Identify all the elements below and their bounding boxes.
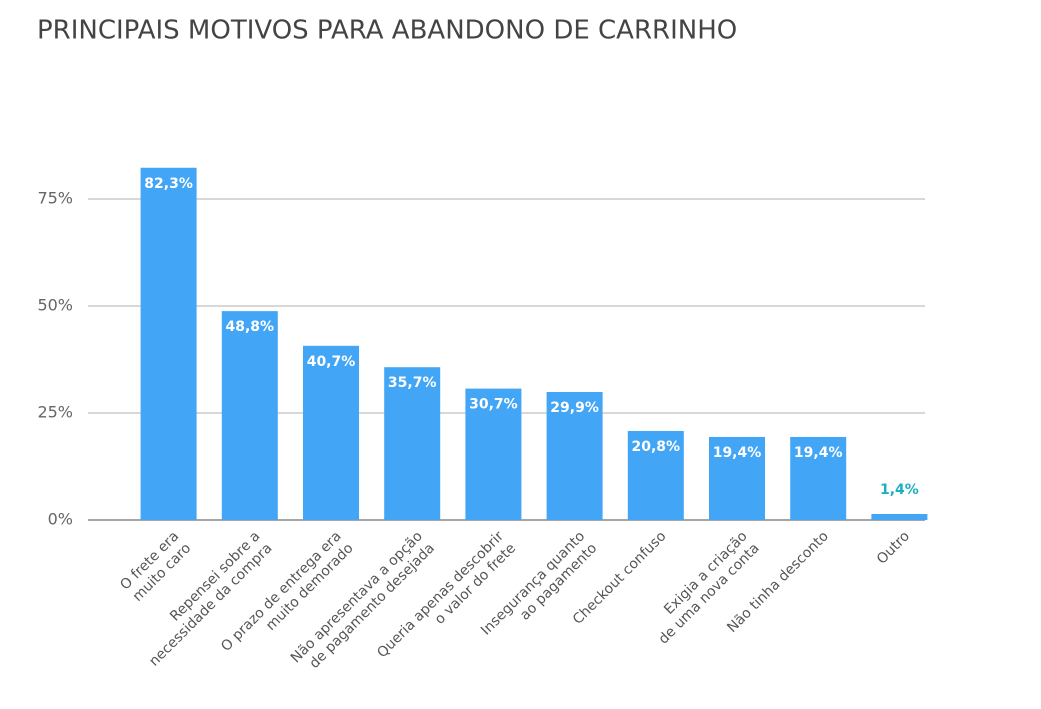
- bar: [790, 436, 847, 520]
- value-label: 29,9%: [550, 400, 599, 416]
- value-label: 82,3%: [144, 176, 193, 192]
- y-tick-label: 75%: [37, 189, 73, 208]
- y-tick-label: 0%: [48, 510, 73, 529]
- value-label: 19,4%: [794, 445, 843, 461]
- value-label: 35,7%: [388, 375, 437, 391]
- bar: [627, 430, 684, 520]
- bar: [709, 436, 765, 520]
- value-label: 40,7%: [307, 354, 356, 370]
- x-tick-label: Outro: [874, 528, 913, 567]
- y-tick-label: 25%: [37, 403, 73, 422]
- bar: [465, 388, 522, 520]
- bar: [384, 367, 441, 520]
- value-label: 48,8%: [226, 319, 275, 335]
- value-label: 20,8%: [632, 439, 681, 455]
- value-label: 19,4%: [713, 445, 762, 461]
- chart-title: PRINCIPAIS MOTIVOS PARA ABANDONO DE CARR…: [37, 16, 737, 46]
- value-label: 1,4%: [880, 482, 919, 498]
- bar: [546, 392, 603, 520]
- x-tick-label-line: Outro: [874, 528, 913, 567]
- bar: [221, 311, 278, 520]
- value-label: 30,7%: [469, 397, 518, 413]
- bar: [871, 514, 928, 520]
- bar: [140, 167, 197, 521]
- x-tick-label-line: de uma nova conta: [656, 540, 763, 647]
- bar: [303, 345, 359, 520]
- y-tick-label: 50%: [37, 296, 73, 315]
